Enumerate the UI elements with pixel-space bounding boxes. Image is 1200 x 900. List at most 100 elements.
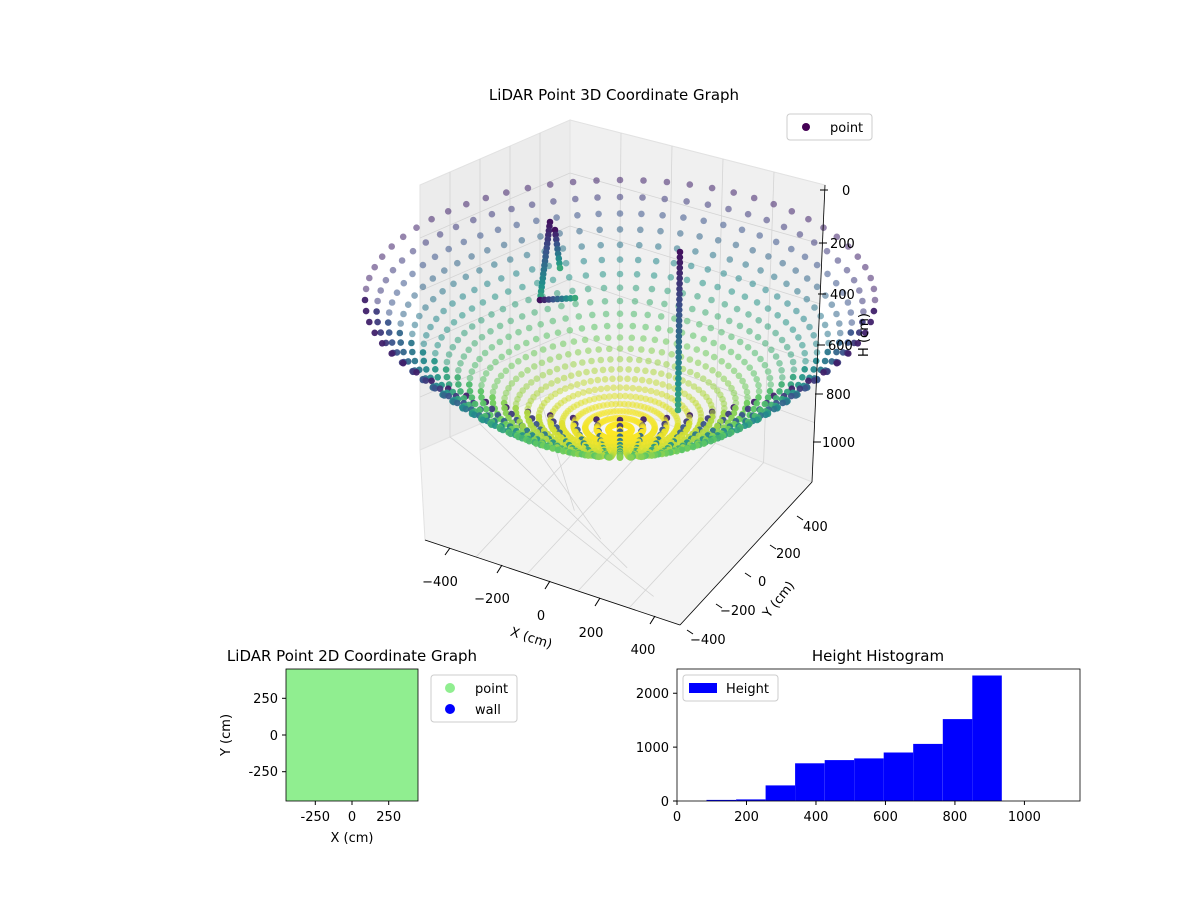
data-point [523, 339, 530, 347]
data-point [783, 343, 791, 351]
data-point [515, 358, 522, 365]
data-point [733, 305, 741, 313]
data-point [770, 200, 777, 208]
data-point [588, 357, 595, 365]
data-point [374, 318, 381, 326]
plot-2d-x-ticks: -250 0 250 [301, 801, 401, 825]
data-point [502, 409, 510, 417]
data-point [377, 329, 385, 336]
data-point [543, 443, 551, 451]
data-point [595, 346, 602, 353]
data-point [762, 340, 769, 347]
data-point [531, 309, 538, 316]
data-point [393, 289, 401, 297]
data-point [494, 226, 502, 234]
data-point [801, 253, 809, 261]
data-point [574, 349, 582, 356]
data-point [389, 266, 397, 274]
data-point [575, 370, 582, 378]
point-cloud [361, 176, 879, 462]
data-point [676, 253, 684, 261]
data-point [810, 239, 818, 246]
data-point [409, 348, 416, 356]
data-point [833, 233, 841, 241]
data-point [770, 273, 778, 281]
data-point [594, 194, 601, 201]
data-point [805, 215, 812, 223]
data-point [726, 256, 734, 263]
data-point [508, 205, 515, 213]
data-point [388, 243, 396, 250]
data-point [561, 363, 569, 370]
data-point [489, 388, 497, 396]
data-point [718, 358, 725, 365]
data-point [603, 384, 611, 392]
data-point [651, 336, 659, 344]
data-point [484, 280, 491, 288]
data-point [753, 400, 760, 407]
data-point [508, 380, 516, 387]
data-point [499, 305, 507, 313]
data-point [566, 327, 574, 334]
data-point [772, 238, 780, 246]
data-point [844, 339, 852, 346]
data-point [647, 387, 655, 395]
grid-line [539, 397, 575, 511]
data-point [454, 399, 461, 407]
data-point [803, 295, 811, 303]
data-point [743, 399, 751, 407]
data-point [546, 181, 554, 188]
x-axis-label: X (cm) [331, 831, 374, 846]
data-point [580, 379, 588, 387]
data-point [499, 426, 507, 434]
data-point [658, 390, 666, 398]
data-point [450, 280, 457, 288]
data-point [553, 290, 561, 297]
data-point [683, 198, 690, 205]
legend-label: Height [726, 682, 769, 697]
data-point [496, 338, 504, 346]
y-tick-label: -250 [248, 765, 278, 780]
data-point [419, 283, 427, 291]
z-tick-label: 1000 [822, 436, 855, 451]
data-point [730, 367, 738, 375]
data-point [675, 364, 682, 372]
data-point [595, 394, 603, 402]
data-point [862, 263, 869, 271]
data-point [725, 205, 732, 213]
data-point [796, 231, 804, 238]
data-point [850, 276, 858, 284]
data-point [482, 194, 490, 202]
plot-2d-title: LiDAR Point 2D Coordinate Graph [227, 647, 477, 665]
data-point [546, 368, 553, 376]
data-point [753, 376, 760, 383]
data-point [488, 311, 495, 318]
data-point [581, 336, 589, 344]
data-point [487, 364, 494, 372]
data-point [477, 388, 485, 395]
grid-line [569, 225, 820, 305]
data-point [677, 230, 684, 237]
data-point [585, 452, 592, 459]
data-point [667, 274, 675, 281]
data-point [788, 208, 796, 215]
data-point [428, 377, 435, 385]
data-point [812, 357, 820, 365]
data-point [675, 327, 683, 335]
data-point [709, 367, 716, 374]
data-point [659, 212, 666, 219]
data-point [523, 251, 531, 259]
data-point [429, 295, 437, 303]
data-point [543, 332, 551, 340]
data-point [388, 339, 396, 346]
y-tick-label: 0 [270, 729, 278, 744]
data-point [567, 372, 575, 380]
data-point [576, 227, 583, 235]
data-point [497, 372, 505, 380]
data-point [692, 248, 699, 255]
data-point [821, 357, 829, 365]
data-point [779, 399, 786, 407]
data-point [533, 217, 540, 225]
data-point [811, 304, 818, 311]
data-point [690, 383, 698, 390]
